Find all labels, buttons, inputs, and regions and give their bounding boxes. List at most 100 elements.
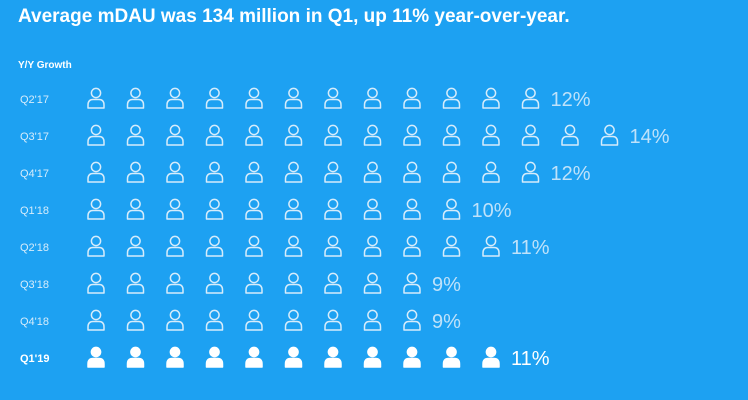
person-icon xyxy=(442,87,461,109)
person-icon xyxy=(205,309,224,331)
row-label: Q3'18 xyxy=(20,279,49,291)
person-icon xyxy=(166,161,184,183)
person-icon xyxy=(166,198,184,220)
person-icon xyxy=(245,198,263,220)
row-label: Q4'18 xyxy=(20,316,49,328)
data-label: 14% xyxy=(630,126,670,148)
person-icon xyxy=(363,87,382,109)
person-icon xyxy=(87,161,105,183)
person-icon xyxy=(403,87,421,109)
chart-row: Q2'17 12% xyxy=(20,87,591,111)
person-icon xyxy=(284,161,303,183)
person-icon xyxy=(126,309,145,331)
person-icon xyxy=(482,235,500,257)
person-icon xyxy=(324,235,342,257)
person-icon xyxy=(403,161,421,183)
row-label: Q4'17 xyxy=(20,168,49,180)
person-icon xyxy=(324,161,342,183)
person-icon xyxy=(442,346,461,368)
data-label: 10% xyxy=(472,200,512,222)
person-icon xyxy=(324,309,342,331)
data-label: 11% xyxy=(511,348,550,370)
person-icon xyxy=(521,124,540,146)
person-icon xyxy=(482,161,500,183)
data-label: 12% xyxy=(551,163,591,185)
chart-row: Q4'18 9% xyxy=(20,309,461,333)
person-icon xyxy=(245,235,263,257)
person-icon xyxy=(245,346,263,368)
data-label: 9% xyxy=(432,274,461,296)
person-icon xyxy=(245,272,263,294)
person-icon xyxy=(284,124,303,146)
person-icon xyxy=(403,272,421,294)
person-icon xyxy=(442,198,461,220)
person-icon xyxy=(87,272,105,294)
person-icon xyxy=(205,272,224,294)
person-icon xyxy=(245,161,263,183)
person-icon xyxy=(403,124,421,146)
person-icon xyxy=(442,124,461,146)
person-icon xyxy=(324,198,342,220)
person-icon xyxy=(166,346,184,368)
person-icon xyxy=(205,161,224,183)
chart-row: Q1'18 10% xyxy=(20,198,512,222)
person-icon xyxy=(245,87,263,109)
data-label: 12% xyxy=(551,89,591,111)
person-icon xyxy=(166,124,184,146)
row-label: Q1'18 xyxy=(20,205,49,217)
person-icon xyxy=(561,124,579,146)
person-icon xyxy=(126,161,145,183)
person-icon xyxy=(166,235,184,257)
person-icon xyxy=(205,124,224,146)
chart-row: Q1'19 11% xyxy=(20,346,550,370)
person-icon xyxy=(126,198,145,220)
person-icon xyxy=(87,235,105,257)
person-icon xyxy=(245,309,263,331)
person-icon xyxy=(126,346,145,368)
person-icon xyxy=(442,161,461,183)
person-icon xyxy=(87,309,105,331)
person-icon xyxy=(403,346,421,368)
person-icon xyxy=(166,87,184,109)
row-label: Q2'18 xyxy=(20,242,49,254)
person-icon xyxy=(363,124,382,146)
chart-title: Average mDAU was 134 million in Q1, up 1… xyxy=(18,6,570,27)
person-icon xyxy=(363,161,382,183)
person-icon xyxy=(126,87,145,109)
person-icon xyxy=(205,235,224,257)
person-icon xyxy=(363,346,382,368)
person-icon xyxy=(205,346,224,368)
person-icon xyxy=(521,161,540,183)
person-icon xyxy=(87,124,105,146)
person-icon xyxy=(403,198,421,220)
person-icon xyxy=(600,124,619,146)
person-icon xyxy=(284,346,303,368)
person-icon xyxy=(87,87,105,109)
data-label: 9% xyxy=(432,311,461,333)
person-icon xyxy=(324,272,342,294)
person-icon xyxy=(166,309,184,331)
person-icon xyxy=(403,309,421,331)
person-icon xyxy=(284,309,303,331)
person-icon xyxy=(126,235,145,257)
person-icon xyxy=(363,272,382,294)
person-icon xyxy=(363,198,382,220)
person-icon xyxy=(284,272,303,294)
person-icon xyxy=(245,124,263,146)
row-label: Q2'17 xyxy=(20,94,49,106)
row-label: Q3'17 xyxy=(20,131,49,143)
person-icon xyxy=(403,235,421,257)
person-icon xyxy=(363,309,382,331)
person-icon xyxy=(284,235,303,257)
person-icon xyxy=(87,198,105,220)
person-icon xyxy=(521,87,540,109)
person-icon xyxy=(482,87,500,109)
person-icon xyxy=(166,272,184,294)
chart-row: Q3'17 14% xyxy=(20,124,670,148)
data-label: 11% xyxy=(511,237,550,259)
chart-subtitle: Y/Y Growth xyxy=(18,60,72,71)
person-icon xyxy=(284,198,303,220)
person-icon xyxy=(284,87,303,109)
row-label: Q1'19 xyxy=(20,353,50,365)
